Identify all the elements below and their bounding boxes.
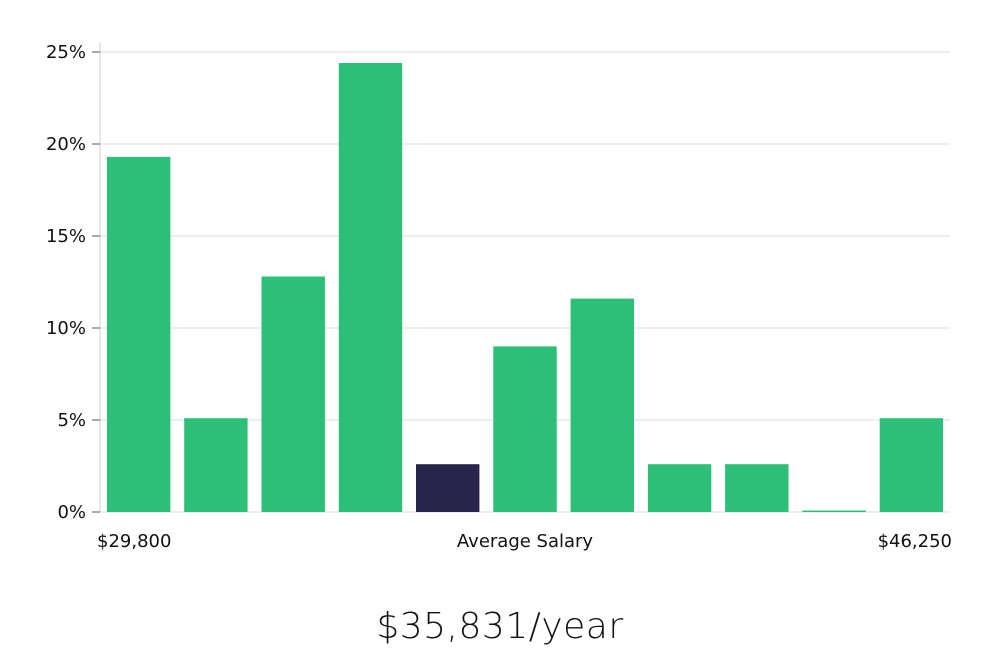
bar xyxy=(338,63,403,512)
bars xyxy=(107,63,944,512)
y-tick-label: 15% xyxy=(46,226,86,247)
y-tick-label: 10% xyxy=(46,318,86,339)
y-tick-labels: 0% 5% 10% 15% 20% 25% xyxy=(46,42,100,523)
x-right-label: $46,250 xyxy=(878,531,952,552)
bar xyxy=(261,276,325,512)
bar xyxy=(570,298,634,512)
average-salary-value: $35,831/year xyxy=(376,606,624,647)
bar xyxy=(802,510,866,512)
bar xyxy=(647,464,712,512)
y-tick-label: 5% xyxy=(57,410,86,431)
y-tick-label: 25% xyxy=(46,42,86,63)
bar xyxy=(184,418,248,512)
y-tick-label: 20% xyxy=(46,134,86,155)
bar-highlighted xyxy=(416,464,480,512)
salary-histogram-chart: 0%5%10%15%20%25% $29,800 Average Salary … xyxy=(46,42,952,552)
bar xyxy=(107,156,171,512)
x-left-label: $29,800 xyxy=(97,531,171,552)
bar xyxy=(879,418,944,512)
y-tick-label: 0% xyxy=(57,502,86,523)
bar xyxy=(725,464,789,512)
bar xyxy=(493,346,557,512)
x-axis-label: Average Salary xyxy=(457,531,594,552)
